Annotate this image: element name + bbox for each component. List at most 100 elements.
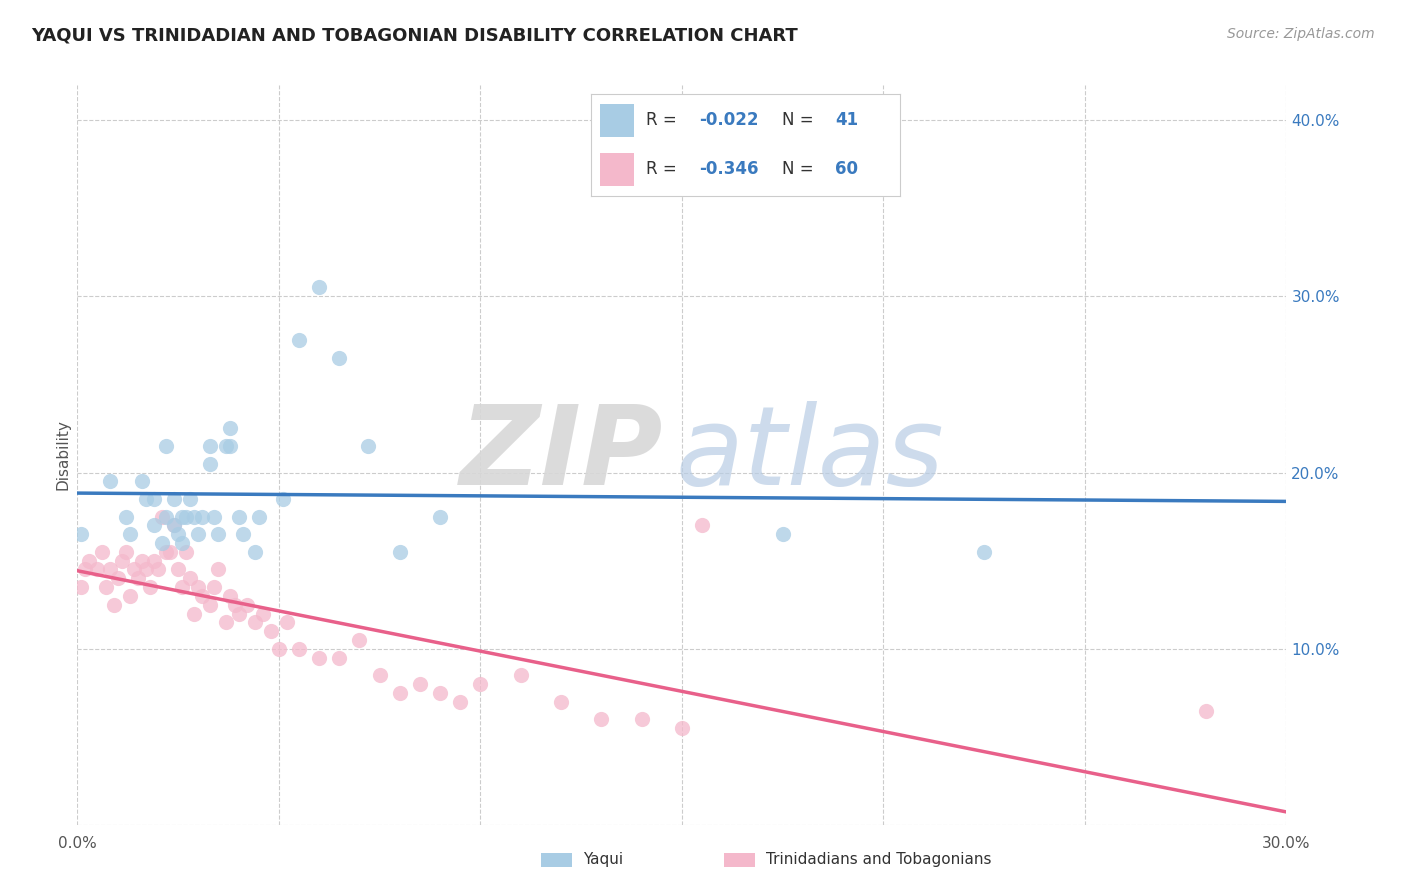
FancyBboxPatch shape	[600, 104, 634, 136]
Point	[328, 650, 350, 665]
Point	[107, 571, 129, 585]
Point	[86, 562, 108, 576]
Point	[146, 562, 169, 576]
Point	[131, 554, 153, 568]
FancyBboxPatch shape	[600, 153, 634, 186]
Point	[118, 589, 141, 603]
Point	[200, 598, 222, 612]
Point	[276, 615, 298, 630]
Point	[127, 571, 149, 585]
Point	[690, 518, 713, 533]
Point	[114, 509, 136, 524]
Point	[98, 475, 121, 489]
Text: -0.346: -0.346	[699, 160, 758, 178]
Point	[172, 509, 194, 524]
Point	[328, 351, 350, 365]
Point	[267, 641, 290, 656]
Point	[288, 641, 311, 656]
Point	[187, 580, 209, 594]
Point	[409, 677, 432, 691]
Point	[135, 562, 157, 576]
Point	[671, 721, 693, 735]
Point	[308, 650, 330, 665]
Point	[187, 527, 209, 541]
Point	[388, 545, 411, 559]
Text: -0.022: -0.022	[699, 111, 758, 128]
Point	[142, 491, 165, 506]
Point	[163, 518, 186, 533]
Point	[111, 554, 134, 568]
Text: YAQUI VS TRINIDADIAN AND TOBAGONIAN DISABILITY CORRELATION CHART: YAQUI VS TRINIDADIAN AND TOBAGONIAN DISA…	[31, 27, 797, 45]
Point	[772, 527, 794, 541]
Point	[118, 527, 141, 541]
Point	[174, 545, 197, 559]
Point	[142, 518, 165, 533]
Y-axis label: Disability: Disability	[55, 419, 70, 491]
Point	[70, 527, 93, 541]
Point	[150, 509, 173, 524]
Point	[163, 518, 186, 533]
Point	[243, 615, 266, 630]
Text: Yaqui: Yaqui	[583, 853, 624, 867]
Point	[349, 633, 371, 648]
Text: R =: R =	[647, 160, 682, 178]
Point	[179, 571, 201, 585]
Point	[224, 598, 246, 612]
Point	[368, 668, 391, 682]
Point	[155, 439, 177, 453]
Text: N =: N =	[782, 160, 820, 178]
Point	[122, 562, 145, 576]
Text: Source: ZipAtlas.com: Source: ZipAtlas.com	[1227, 27, 1375, 41]
Point	[429, 686, 451, 700]
Point	[509, 668, 531, 682]
Point	[172, 580, 194, 594]
Point	[155, 545, 177, 559]
Point	[429, 509, 451, 524]
Point	[219, 589, 242, 603]
Text: ZIP: ZIP	[460, 401, 664, 508]
Point	[70, 580, 93, 594]
Point	[183, 509, 205, 524]
Point	[235, 598, 257, 612]
Point	[288, 334, 311, 348]
Text: 41: 41	[835, 111, 858, 128]
Text: atlas: atlas	[676, 401, 945, 508]
Point	[191, 509, 214, 524]
Point	[98, 562, 121, 576]
Point	[215, 615, 238, 630]
Text: R =: R =	[647, 111, 682, 128]
Point	[191, 589, 214, 603]
Point	[228, 607, 250, 621]
Point	[167, 562, 190, 576]
Point	[167, 527, 190, 541]
Point	[243, 545, 266, 559]
Point	[388, 686, 411, 700]
Text: N =: N =	[782, 111, 820, 128]
Point	[202, 580, 225, 594]
Point	[79, 554, 101, 568]
Point	[135, 491, 157, 506]
Point	[271, 491, 294, 506]
Point	[159, 545, 181, 559]
Point	[75, 562, 97, 576]
Point	[174, 509, 197, 524]
Point	[591, 712, 613, 726]
Point	[200, 439, 222, 453]
Point	[172, 536, 194, 550]
Point	[630, 712, 652, 726]
Point	[207, 527, 229, 541]
Point	[550, 695, 572, 709]
Point	[219, 421, 242, 435]
Point	[114, 545, 136, 559]
Point	[207, 562, 229, 576]
Point	[142, 554, 165, 568]
Point	[131, 475, 153, 489]
Point	[183, 607, 205, 621]
Point	[163, 491, 186, 506]
Point	[1195, 704, 1218, 718]
Point	[973, 545, 995, 559]
Point	[470, 677, 492, 691]
Point	[215, 439, 238, 453]
Point	[150, 536, 173, 550]
Point	[94, 580, 117, 594]
